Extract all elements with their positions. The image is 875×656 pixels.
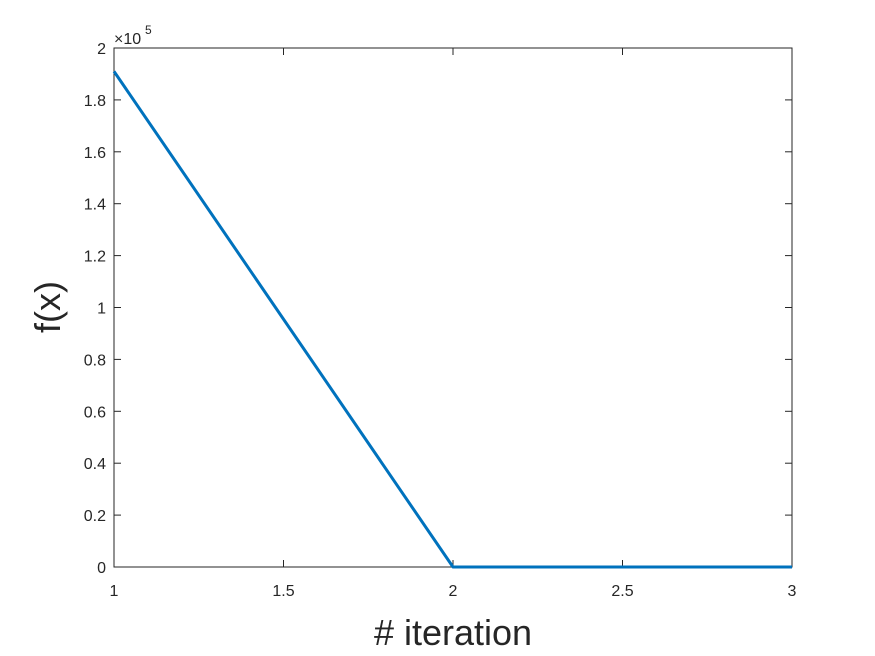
- y-tick-label: 1.8: [84, 93, 106, 110]
- x-axis-title: # iteration: [374, 612, 532, 653]
- y-ticks: 0 0.2 0.4 0.6 0.8 1 1.2 1.4 1.6 1.8 2: [84, 41, 792, 577]
- y-tick-label: 0: [97, 560, 106, 577]
- x-tick-label: 3: [788, 583, 797, 600]
- x-tick-label: 2.5: [611, 583, 633, 600]
- y-tick-label: 1: [97, 301, 106, 318]
- y-tick-label: 1.6: [84, 145, 106, 162]
- y-tick-label: 1.4: [84, 197, 106, 214]
- plot-area: [113, 47, 793, 568]
- y-tick-label: 1.2: [84, 249, 106, 266]
- y-tick-label: 0.6: [84, 404, 106, 421]
- y-axis-title: f(x): [27, 281, 68, 333]
- y-tick-label: 2: [97, 41, 106, 58]
- x-tick-label: 1: [110, 583, 119, 600]
- y-tick-label: 0.4: [84, 456, 106, 473]
- x-tick-label: 1.5: [272, 583, 294, 600]
- series-layer: [112, 70, 793, 569]
- y-tick-label: 0.2: [84, 508, 106, 525]
- y-tick-label: 0.8: [84, 352, 106, 369]
- x-tick-label: 2: [449, 583, 458, 600]
- y-exponent-power: 5: [145, 23, 152, 37]
- x-ticks: 1 1.5 2 2.5 3: [110, 48, 797, 600]
- y-exponent-base: ×10: [114, 31, 141, 48]
